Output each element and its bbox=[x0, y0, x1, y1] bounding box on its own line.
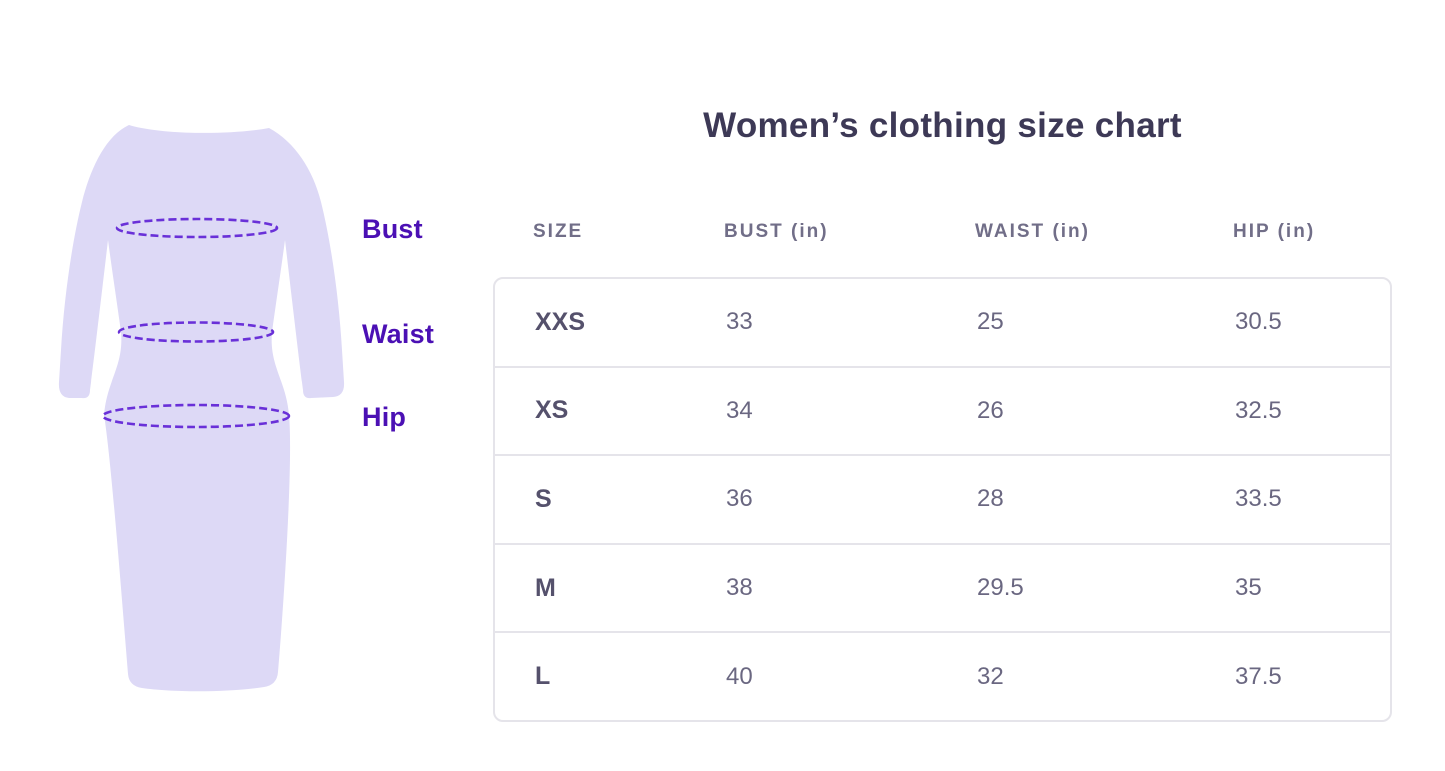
column-header-hip: HIP (in) bbox=[1233, 221, 1316, 242]
waist-measurement-ellipse bbox=[117, 321, 275, 343]
measure-label-bust: Bust bbox=[362, 214, 423, 244]
measure-label-hip: Hip bbox=[362, 402, 407, 432]
dress-silhouette-icon bbox=[58, 125, 345, 692]
column-header-waist: WAIST (in) bbox=[975, 221, 1090, 242]
waist-cell: 28 bbox=[977, 485, 1004, 513]
column-header-bust: BUST (in) bbox=[724, 221, 829, 242]
table-header-row: SIZE BUST (in) WAIST (in) HIP (in) bbox=[493, 221, 1392, 243]
page-title: Women’s clothing size chart bbox=[703, 106, 1182, 145]
size-cell: S bbox=[535, 484, 552, 513]
bust-cell: 36 bbox=[726, 485, 753, 513]
size-cell: XS bbox=[535, 396, 569, 425]
measure-label-waist: Waist bbox=[362, 319, 435, 349]
bust-cell: 40 bbox=[726, 662, 753, 690]
waist-cell: 25 bbox=[977, 308, 1004, 336]
waist-cell: 29.5 bbox=[977, 574, 1024, 602]
size-table: XXS 33 25 30.5 XS 34 26 32.5 S 36 28 33.… bbox=[493, 277, 1392, 722]
hip-cell: 30.5 bbox=[1235, 308, 1282, 336]
dress-figure bbox=[57, 118, 347, 713]
hip-cell: 35 bbox=[1235, 574, 1262, 602]
waist-cell: 32 bbox=[977, 662, 1004, 690]
dress-body-shape bbox=[58, 125, 345, 692]
bust-measurement-ellipse bbox=[115, 217, 279, 239]
size-cell: L bbox=[535, 662, 551, 691]
size-cell: XXS bbox=[535, 307, 586, 336]
size-cell: M bbox=[535, 573, 556, 602]
hip-cell: 37.5 bbox=[1235, 662, 1282, 690]
hip-cell: 32.5 bbox=[1235, 396, 1282, 424]
waist-cell: 26 bbox=[977, 396, 1004, 424]
hip-measurement-ellipse bbox=[101, 403, 291, 429]
table-row: L 40 32 37.5 bbox=[495, 631, 1390, 720]
bust-cell: 33 bbox=[726, 308, 753, 336]
hip-cell: 33.5 bbox=[1235, 485, 1282, 513]
table-row: S 36 28 33.5 bbox=[495, 454, 1390, 543]
table-row: M 38 29.5 35 bbox=[495, 542, 1390, 632]
table-row: XS 34 26 32.5 bbox=[495, 365, 1390, 455]
bust-cell: 34 bbox=[726, 396, 753, 424]
table-row: XXS 33 25 30.5 bbox=[495, 279, 1390, 366]
column-header-size: SIZE bbox=[533, 221, 584, 242]
bust-cell: 38 bbox=[726, 574, 753, 602]
